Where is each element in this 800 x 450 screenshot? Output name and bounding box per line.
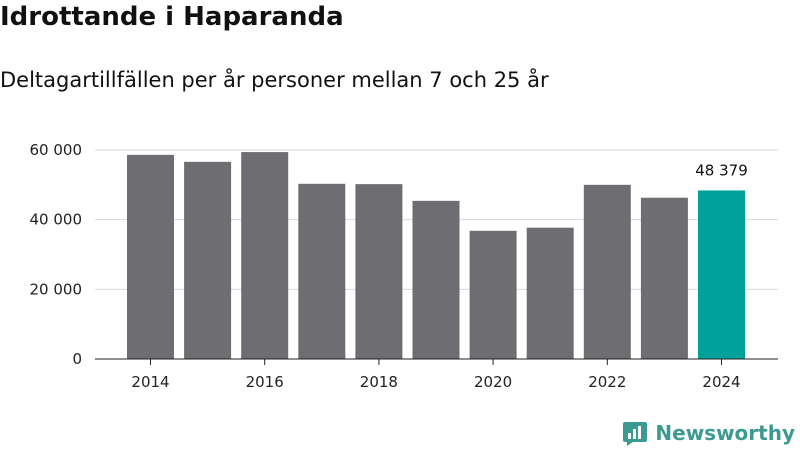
chart-title: Idrottande i Haparanda bbox=[0, 2, 344, 32]
bar-2020 bbox=[469, 230, 517, 359]
chart-subtitle: Deltagartillfällen per år personer mella… bbox=[0, 68, 549, 92]
y-tick-label: 40 000 bbox=[30, 211, 83, 229]
data-labels: 48 379 bbox=[695, 161, 748, 179]
x-axis: 2014 2016 2018 2020 2022 2024 bbox=[95, 358, 778, 391]
bar-2021 bbox=[526, 227, 574, 359]
bar-2018 bbox=[355, 184, 403, 359]
y-axis: 0 20 000 40 000 60 000 bbox=[30, 141, 83, 368]
brand-name: Newsworthy bbox=[655, 421, 795, 445]
newsworthy-logo: Newsworthy bbox=[622, 420, 795, 446]
bar-2017 bbox=[298, 183, 346, 359]
y-tick-label: 60 000 bbox=[30, 141, 83, 159]
bar-2019 bbox=[412, 200, 460, 359]
bar-2016 bbox=[241, 152, 289, 359]
x-tick-label: 2020 bbox=[474, 373, 512, 391]
bar-2015 bbox=[184, 161, 232, 359]
x-tick-label: 2016 bbox=[246, 373, 284, 391]
x-tick-label: 2024 bbox=[702, 373, 740, 391]
y-tick-label: 20 000 bbox=[30, 280, 83, 298]
bar-2022 bbox=[583, 184, 631, 359]
bar-2014 bbox=[127, 154, 174, 359]
x-tick-label: 2022 bbox=[588, 373, 626, 391]
bar-2024 bbox=[698, 190, 745, 359]
bar-2023 bbox=[640, 197, 688, 359]
y-tick-label: 0 bbox=[72, 350, 82, 368]
newsworthy-logo-icon bbox=[623, 422, 648, 446]
highlight-value-label: 48 379 bbox=[695, 161, 748, 179]
bars bbox=[127, 152, 745, 359]
x-tick-label: 2014 bbox=[131, 373, 169, 391]
x-tick-label: 2018 bbox=[360, 373, 398, 391]
